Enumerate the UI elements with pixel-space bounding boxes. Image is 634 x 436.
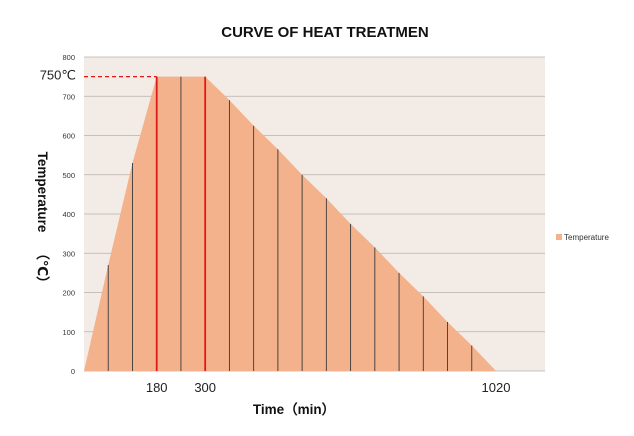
y-tick-label: 700 <box>62 92 75 101</box>
y-tick-label: 100 <box>62 328 75 337</box>
y-tick-label: 400 <box>62 210 75 219</box>
x-tick-label: 1020 <box>482 380 511 395</box>
y-axis-label: Temperature <box>35 152 50 233</box>
x-axis-ticks: 180 300 1020 <box>146 380 511 395</box>
reference-label: 750℃ <box>40 68 76 83</box>
y-axis-unit: （℃） <box>35 246 50 289</box>
y-tick-label: 0 <box>71 367 75 376</box>
y-tick-label: 800 <box>62 53 75 62</box>
legend: Temperature <box>556 233 609 242</box>
x-axis-label: Time（min） <box>253 402 335 417</box>
y-axis-ticks: 0 100 200 300 400 500 600 700 800 <box>62 53 75 376</box>
y-tick-label: 500 <box>62 171 75 180</box>
temperature-area <box>84 76 496 371</box>
area-dividers <box>107 76 473 371</box>
y-tick-label: 300 <box>62 249 75 258</box>
highlight-lines <box>155 76 207 371</box>
x-tick-label: 180 <box>146 380 168 395</box>
chart-title: CURVE OF HEAT TREATMEN <box>221 24 429 41</box>
y-tick-label: 600 <box>62 132 75 141</box>
legend-swatch <box>556 234 562 240</box>
y-tick-label: 200 <box>62 289 75 298</box>
x-tick-label: 300 <box>194 380 216 395</box>
legend-label: Temperature <box>564 233 609 242</box>
